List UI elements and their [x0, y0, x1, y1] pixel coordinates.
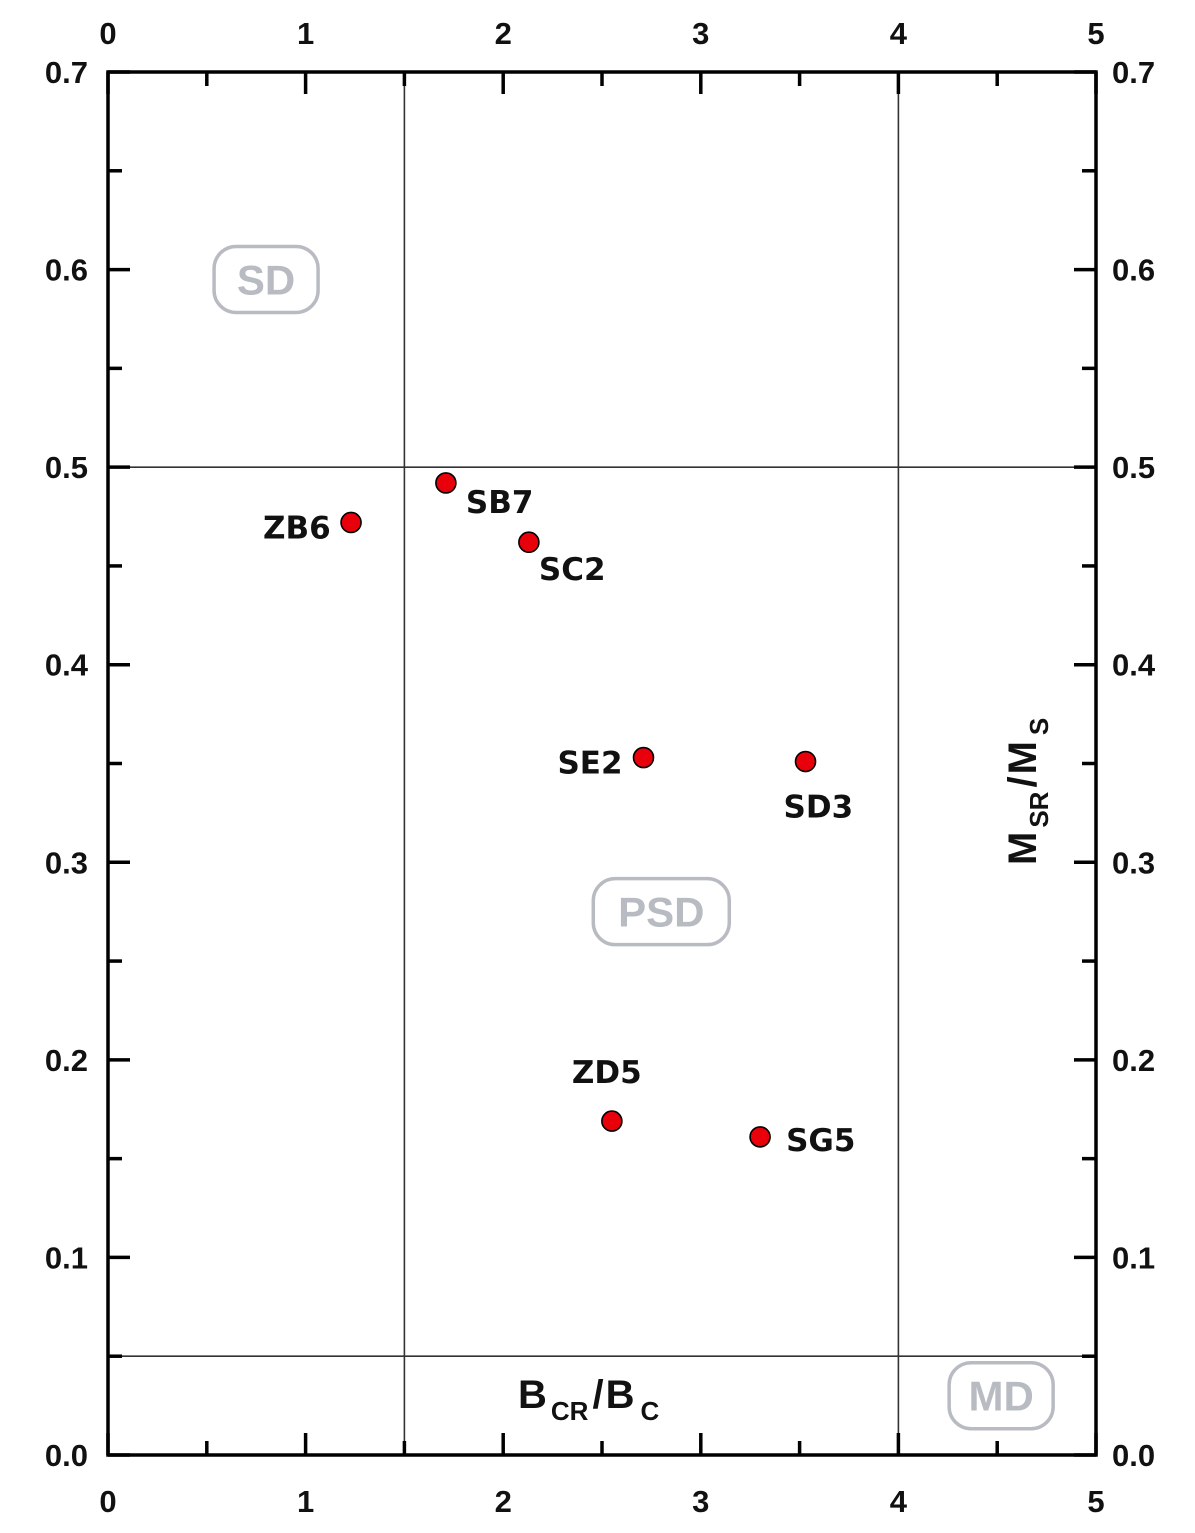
- x-tick-label-top: 1: [297, 16, 314, 51]
- y-tick-label-left: 0.7: [45, 55, 88, 90]
- region-labels: SD PSD MD: [212, 244, 1055, 1431]
- region-label: SD: [237, 256, 295, 303]
- data-point: [340, 511, 362, 534]
- y-tick-label-right: 0.1: [1112, 1240, 1155, 1275]
- x-tick-label-bottom: 3: [692, 1484, 709, 1519]
- region-label: PSD: [618, 889, 704, 936]
- data-point-label: SB7: [466, 485, 534, 521]
- y-tick-label-left: 0.0: [45, 1438, 88, 1473]
- y-tick-label-left: 0.3: [45, 845, 88, 880]
- y-tick-label-right: 0.5: [1112, 450, 1155, 485]
- x-tick-label-top: 0: [99, 16, 116, 51]
- y-tick-label-left: 0.5: [45, 450, 88, 485]
- x-tick-label-bottom: 4: [890, 1484, 908, 1519]
- data-point-label: SG5: [786, 1123, 855, 1159]
- data-point: [632, 746, 655, 769]
- region-box: [947, 1360, 1055, 1431]
- data-point-label: ZD5: [572, 1055, 642, 1091]
- region-label: MD: [968, 1373, 1033, 1420]
- region-box: [591, 876, 732, 947]
- y-axis-label: MSR/MS: [1001, 718, 1054, 865]
- y-tick-label-right: 0.3: [1112, 845, 1155, 880]
- data-point-label: ZB6: [263, 510, 331, 546]
- plot-frame: [106, 70, 1098, 1457]
- data-point-label: SE2: [557, 746, 622, 782]
- y-tick-label-left: 0.6: [45, 253, 88, 288]
- x-tick-label-bottom: 0: [99, 1484, 116, 1519]
- data-point: [749, 1126, 771, 1148]
- x-tick-label-top: 2: [495, 16, 512, 51]
- y-tick-label-left: 0.4: [45, 648, 89, 683]
- reference-lines: [108, 72, 1096, 1455]
- x-tick-label-bottom: 1: [297, 1484, 314, 1519]
- data-point-label: SC2: [539, 552, 606, 588]
- y-tick-label-right: 0.7: [1112, 55, 1155, 90]
- x-tick-label-top: 4: [890, 16, 908, 51]
- y-tick-label-right: 0.6: [1112, 253, 1155, 288]
- y-tick-label-right: 0.0: [1112, 1438, 1155, 1473]
- x-axis-label: B CR/B C: [518, 1373, 659, 1426]
- y-tick-label-right: 0.2: [1112, 1043, 1155, 1078]
- data-point: [794, 750, 817, 773]
- y-tick-label-left: 0.1: [45, 1240, 88, 1275]
- data-point-label: SD3: [784, 790, 854, 826]
- y-tick-label-left: 0.2: [45, 1043, 88, 1078]
- y-tick-label-right: 0.4: [1112, 648, 1156, 683]
- x-tick-label-bottom: 5: [1087, 1484, 1104, 1519]
- data-point: [435, 472, 457, 494]
- region-box: [212, 244, 320, 315]
- x-tick-label-top: 5: [1087, 16, 1104, 51]
- data-point: [518, 531, 540, 554]
- data-point: [601, 1110, 623, 1132]
- x-tick-label-bottom: 2: [495, 1484, 512, 1519]
- x-tick-label-top: 3: [692, 16, 709, 51]
